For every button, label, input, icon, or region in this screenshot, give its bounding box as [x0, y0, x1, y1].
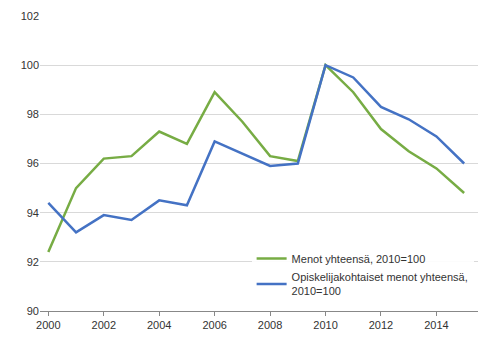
svg-text:2008: 2008: [258, 319, 282, 331]
svg-text:Menot yhteensä, 2010=100: Menot yhteensä, 2010=100: [292, 253, 426, 265]
svg-text:102: 102: [21, 10, 39, 22]
svg-text:98: 98: [27, 108, 39, 120]
svg-text:96: 96: [27, 157, 39, 169]
svg-text:2004: 2004: [147, 319, 171, 331]
svg-text:2002: 2002: [92, 319, 116, 331]
svg-text:94: 94: [27, 207, 39, 219]
svg-text:2014: 2014: [424, 319, 448, 331]
svg-text:92: 92: [27, 256, 39, 268]
svg-text:2012: 2012: [369, 319, 393, 331]
svg-text:90: 90: [27, 305, 39, 317]
svg-text:2000: 2000: [36, 319, 60, 331]
svg-text:2006: 2006: [202, 319, 226, 331]
svg-text:2010: 2010: [313, 319, 337, 331]
svg-text:100: 100: [21, 59, 39, 71]
svg-text:Opiskelijakohtaiset menot yhte: Opiskelijakohtaiset menot yhteensä,2010=…: [292, 271, 468, 297]
